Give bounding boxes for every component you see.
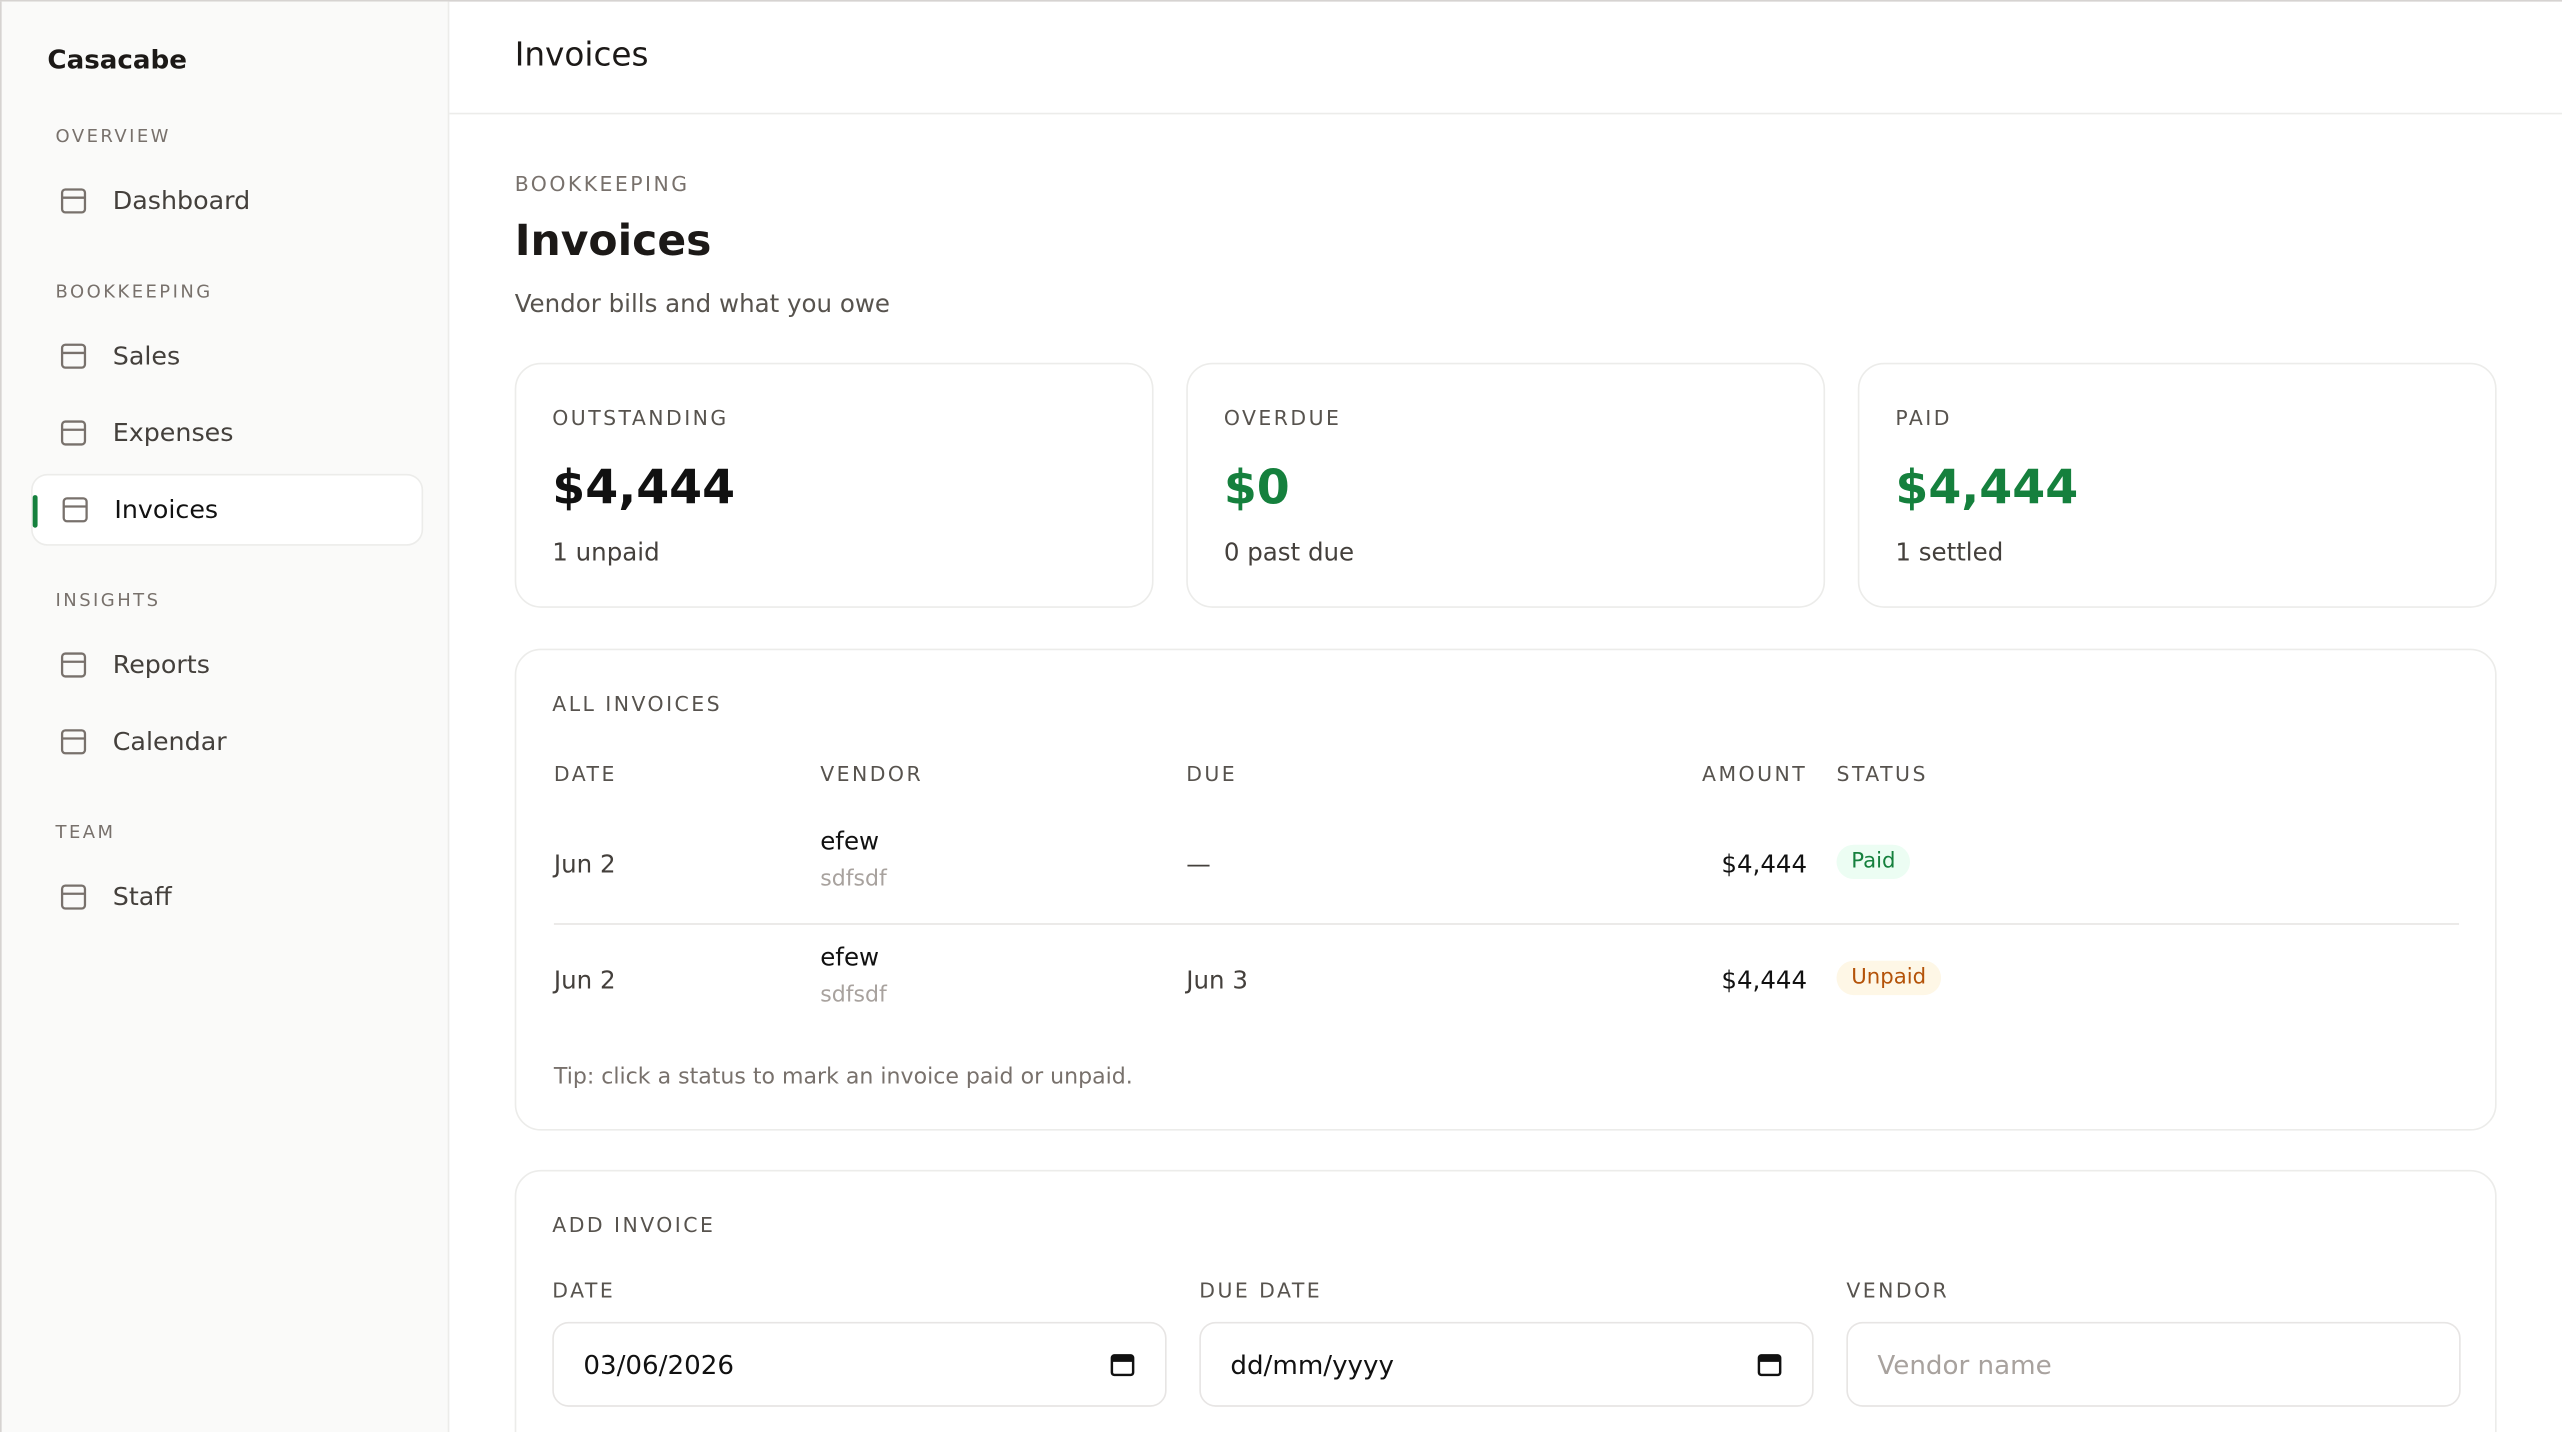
field-label: VENDOR bbox=[1846, 1277, 1950, 1303]
nav-icon bbox=[60, 420, 87, 446]
sidebar: Casacabe OVERVIEW Dashboard BOOKKEEPING Sale… bbox=[0, 1, 450, 1432]
nav-item[interactable]: Dashboard bbox=[31, 165, 423, 237]
top-bar: Invoices bbox=[449, 2, 2562, 115]
nav-section: TEAM bbox=[55, 821, 116, 844]
nav-item[interactable]: Sales bbox=[31, 320, 423, 392]
nav-item[interactable]: Reports bbox=[31, 629, 423, 701]
stat-label: OVERDUE bbox=[1223, 405, 1342, 430]
field-label: DUE DATE bbox=[1199, 1277, 1323, 1303]
input-field[interactable]: Vendor name bbox=[1846, 1321, 2461, 1407]
calendar-icon[interactable] bbox=[1109, 1351, 1135, 1377]
nav-item[interactable]: Invoices bbox=[31, 473, 424, 546]
stat-value: $4,444 bbox=[1895, 459, 2079, 515]
calendar-icon[interactable] bbox=[1756, 1351, 1782, 1377]
status-badge[interactable]: Paid bbox=[1836, 844, 1911, 880]
nav-icon bbox=[62, 497, 88, 523]
column-header: STATUS bbox=[1836, 761, 1928, 786]
cell-due: — bbox=[1186, 849, 1211, 880]
input-text: Vendor name bbox=[1877, 1348, 2052, 1380]
stat-note: 1 settled bbox=[1895, 537, 2004, 567]
stat-label: PAID bbox=[1895, 405, 1952, 430]
column-header: DATE bbox=[553, 761, 617, 786]
nav-label: Staff bbox=[112, 882, 172, 912]
page-title: Invoices bbox=[514, 217, 712, 267]
brand: Casacabe bbox=[47, 44, 188, 76]
card-title: ALL INVOICES bbox=[552, 691, 723, 716]
input-field[interactable]: 03/06/2026 bbox=[552, 1321, 1167, 1407]
stat-label: OUTSTANDING bbox=[552, 405, 729, 430]
stat-value: $4,444 bbox=[552, 459, 736, 515]
nav-label: Reports bbox=[112, 650, 210, 680]
input-text: dd/mm/yyyy bbox=[1230, 1348, 1394, 1380]
column-header: AMOUNT bbox=[1702, 761, 1808, 786]
input-field[interactable]: dd/mm/yyyy bbox=[1199, 1321, 1814, 1407]
nav-icon bbox=[60, 884, 87, 910]
nav-label: Sales bbox=[112, 341, 181, 371]
stat-value: $0 bbox=[1223, 459, 1290, 515]
cell-date: Jun 2 bbox=[553, 965, 616, 996]
page-subtitle: Vendor bills and what you owe bbox=[514, 289, 890, 319]
eyebrow: BOOKKEEPING bbox=[514, 171, 690, 197]
cell-memo: sdfsdf bbox=[820, 981, 887, 1009]
input-text: 03/06/2026 bbox=[583, 1348, 734, 1380]
tip: Tip: click a status to mark an invoice p… bbox=[553, 1063, 1133, 1090]
stat-card: OVERDUE $0 0 past due bbox=[1186, 362, 1826, 608]
card-title: ADD INVOICE bbox=[552, 1212, 716, 1237]
cell-memo: sdfsdf bbox=[820, 865, 887, 893]
add-invoice-card: ADD INVOICE DATE 03/06/2026 DUE DATE dd/mm/y… bbox=[514, 1169, 2497, 1432]
nav-label: Expenses bbox=[112, 418, 234, 448]
invoices-card: ALL INVOICES DATE VENDOR DUE AMOUNT STATUS Jun… bbox=[514, 648, 2497, 1131]
nav-label: Dashboard bbox=[112, 186, 251, 216]
nav-label: Calendar bbox=[112, 727, 227, 757]
nav-section: OVERVIEW bbox=[55, 125, 171, 148]
nav-label: Invoices bbox=[114, 495, 219, 525]
stat-note: 1 unpaid bbox=[552, 537, 660, 567]
stat-card: PAID $4,444 1 settled bbox=[1857, 362, 2497, 608]
column-header: VENDOR bbox=[820, 761, 924, 786]
cell-due: Jun 3 bbox=[1186, 965, 1248, 996]
status-badge[interactable]: Unpaid bbox=[1836, 960, 1941, 996]
nav-item[interactable]: Calendar bbox=[31, 706, 423, 778]
column-header: DUE bbox=[1186, 761, 1238, 786]
nav-icon bbox=[60, 652, 87, 678]
nav-item[interactable]: Staff bbox=[31, 861, 423, 933]
cell-date: Jun 2 bbox=[553, 849, 616, 880]
cell-amount: $4,444 bbox=[1721, 965, 1808, 996]
header-title: Invoices bbox=[514, 34, 649, 74]
nav-section: BOOKKEEPING bbox=[55, 281, 213, 303]
cell-vendor: efew bbox=[820, 826, 880, 857]
nav-section: INSIGHTS bbox=[55, 589, 161, 612]
nav-icon bbox=[60, 729, 87, 755]
stat-card: OUTSTANDING $4,444 1 unpaid bbox=[514, 362, 1154, 608]
nav-item[interactable]: Expenses bbox=[31, 397, 423, 469]
cell-vendor: efew bbox=[820, 942, 880, 973]
nav-icon bbox=[60, 343, 87, 369]
row-divider bbox=[553, 923, 2460, 925]
nav-icon bbox=[60, 188, 87, 214]
stat-note: 0 past due bbox=[1223, 537, 1355, 567]
cell-amount: $4,444 bbox=[1721, 849, 1808, 880]
field-label: DATE bbox=[552, 1277, 616, 1303]
